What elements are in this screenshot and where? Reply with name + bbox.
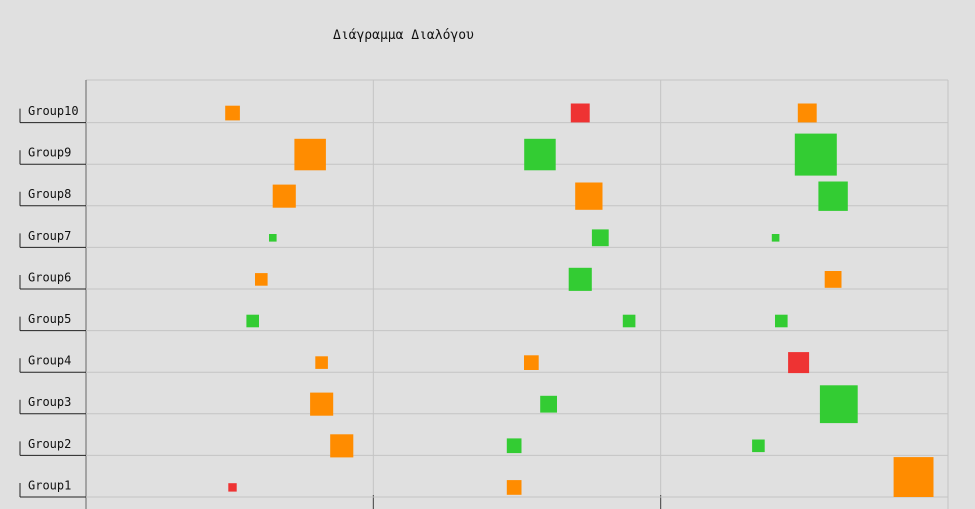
marker-group6-col2 [568, 267, 592, 291]
marker-group8-col2 [575, 182, 603, 210]
row-label-group7: Group7 [28, 229, 71, 243]
row-label-group10: Group10 [28, 104, 79, 118]
marker-group7-col3 [771, 234, 780, 242]
row-label-group6: Group6 [28, 270, 71, 284]
marker-group2-col3 [752, 439, 765, 453]
row-label-group3: Group3 [28, 395, 71, 409]
marker-group1-col3 [893, 457, 934, 497]
marker-group2-col2 [506, 438, 522, 454]
marker-group4-col3 [788, 352, 810, 374]
marker-group10-col1 [225, 105, 240, 121]
marker-group6-col3 [824, 271, 842, 288]
marker-group7-col2 [591, 229, 609, 247]
marker-group10-col2 [570, 103, 590, 123]
marker-group6-col1 [255, 273, 268, 286]
row-label-group9: Group9 [28, 146, 71, 160]
row-label-group1: Group1 [28, 478, 71, 492]
marker-group1-col2 [506, 480, 522, 495]
marker-group5-col2 [622, 314, 636, 328]
marker-group1-col1 [228, 483, 237, 492]
marker-group9-col2 [524, 138, 556, 171]
marker-group4-col1 [315, 356, 328, 369]
marker-group3-col1 [310, 392, 334, 416]
marker-group9-col1 [294, 138, 326, 171]
marker-group2-col1 [330, 434, 354, 458]
chart-marks [225, 103, 934, 497]
marker-group8-col3 [818, 181, 848, 211]
row-label-group4: Group4 [28, 354, 71, 368]
row-label-group8: Group8 [28, 187, 71, 201]
marker-group8-col1 [272, 184, 296, 208]
marker-group9-col3 [794, 133, 837, 176]
marker-group5-col1 [246, 314, 259, 328]
row-labels: Group1 Group2 Group3 Group4 Group5 Group6 Grou… [19, 104, 86, 498]
marker-group3-col3 [819, 385, 858, 424]
marker-group5-col3 [775, 314, 788, 328]
row-label-group2: Group2 [28, 437, 71, 451]
marker-group7-col1 [269, 234, 277, 242]
chart-title: Διάγραμμα Διαλόγου [333, 28, 474, 43]
marker-group4-col2 [524, 355, 539, 370]
marker-group10-col3 [797, 103, 817, 123]
row-label-group5: Group5 [28, 312, 71, 326]
marker-group3-col2 [540, 395, 557, 413]
